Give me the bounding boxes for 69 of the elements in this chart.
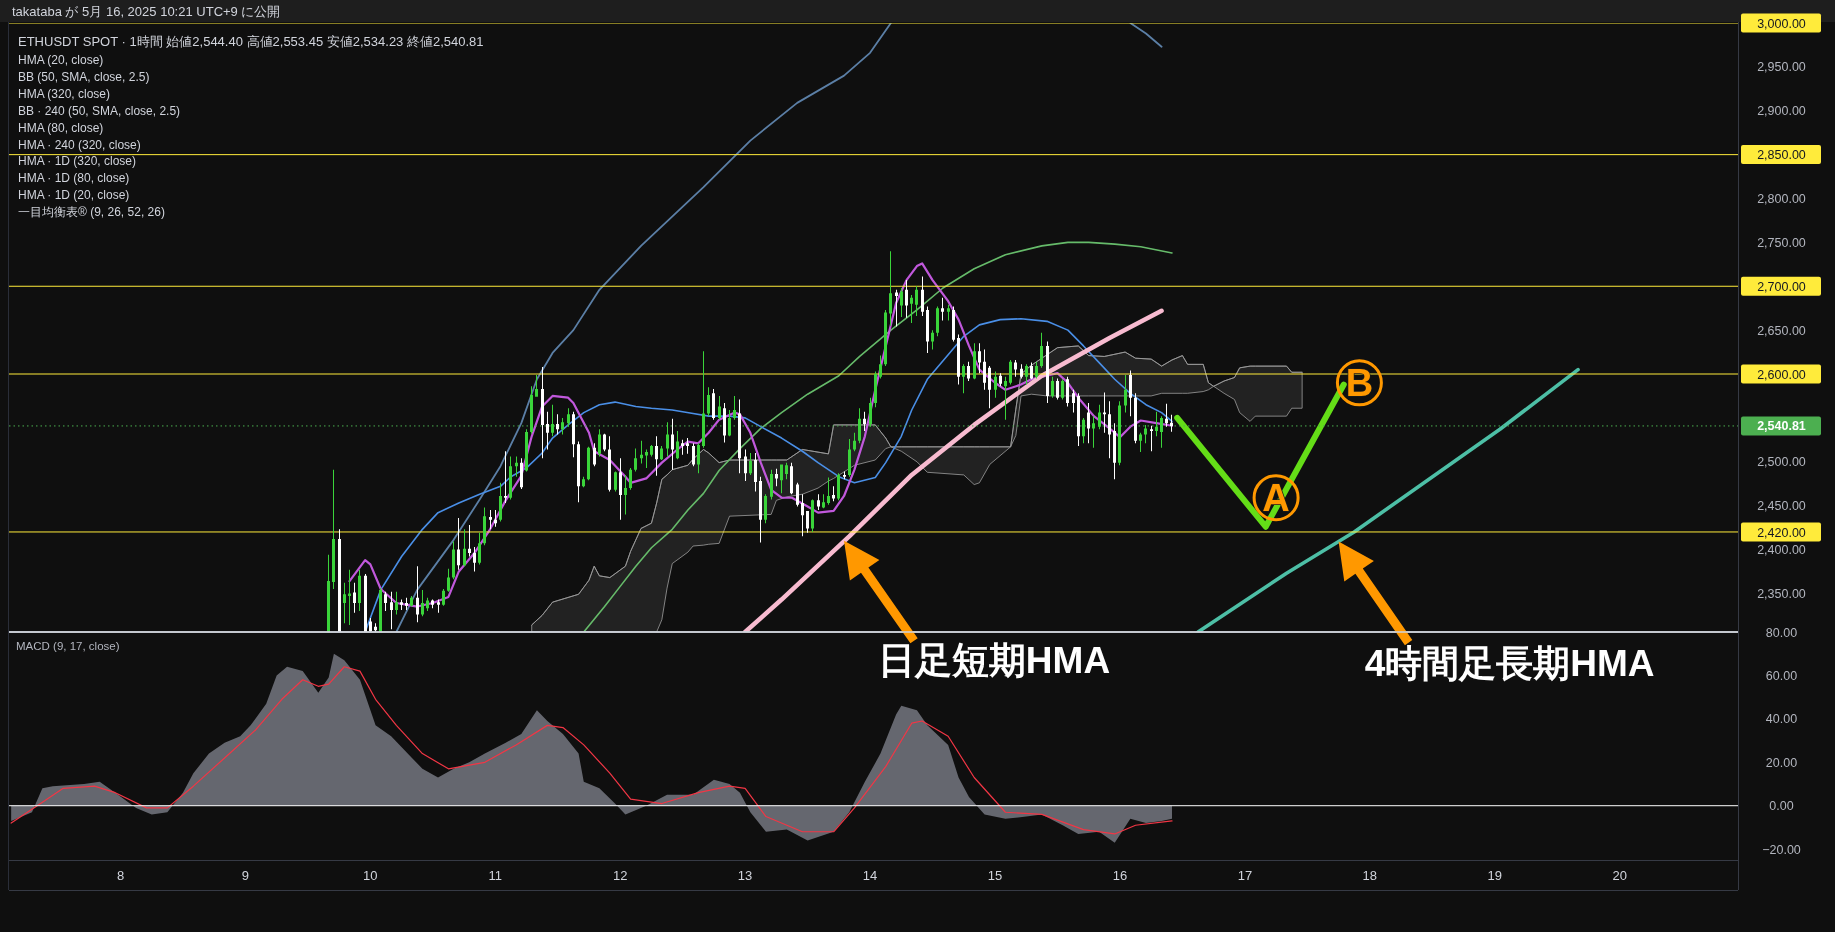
candlestick (832, 486, 835, 502)
line-series (582, 241, 1173, 632)
annotation: BB · 240 (50, SMA, close, 2.5) (18, 103, 181, 118)
ref-line-label: 2,540.81 (1757, 419, 1806, 434)
ref-line-label: 2,600.00 (1757, 367, 1806, 382)
candlestick (895, 289, 898, 327)
ref-line-label: 2,420.00 (1757, 525, 1806, 540)
x-tick-label: 12 (612, 868, 628, 883)
line-series (1196, 367, 1580, 632)
candlestick (437, 599, 440, 613)
candlestick (489, 510, 492, 530)
candlestick (405, 597, 408, 611)
annotation: HMA (20, close) (18, 53, 104, 67)
ref-line-label: 2,850.00 (1757, 148, 1806, 163)
candlestick (1103, 392, 1106, 433)
candlestick (1004, 376, 1007, 420)
annotation: HMA (320, close) (18, 86, 111, 101)
y-tick-label: 2,350.00 (1757, 586, 1806, 601)
y-tick-label: 20.00 (1765, 755, 1798, 770)
x-tick-label: 15 (987, 868, 1003, 883)
annotation: B (1345, 361, 1374, 404)
annotation: 日足短期HMA (877, 639, 1111, 681)
x-tick-label: 16 (1112, 868, 1128, 883)
candlestick (504, 451, 507, 503)
x-tick-label: 18 (1362, 868, 1378, 883)
annotation: BB (50, SMA, close, 2.5) (18, 69, 150, 84)
x-tick-label: 17 (1237, 868, 1253, 883)
candlestick (843, 471, 846, 480)
ref-line-label: 2,700.00 (1757, 279, 1806, 294)
y-tick-label: 2,500.00 (1757, 455, 1806, 470)
y-tick-label: 2,400.00 (1757, 543, 1806, 557)
candlestick (686, 438, 689, 454)
ref-line-label: 3,000.00 (1757, 16, 1806, 31)
y-tick-label: 80.00 (1765, 625, 1798, 640)
annotation: HMA · 240 (320, close) (18, 137, 141, 152)
y-tick-label: −20.00 (1762, 842, 1801, 857)
x-tick-label: 14 (862, 868, 878, 883)
y-tick-label: 40.00 (1765, 712, 1798, 727)
y-tick-label: 2,450.00 (1757, 499, 1806, 514)
annotation: HMA (80, close) (18, 120, 104, 135)
text: ETHUSDT SPOT · 1時間 始値2,544.40 高値2,553.45 安値2,534.23 終値2,540.81 (18, 34, 484, 49)
y-tick-label: 2,800.00 (1757, 192, 1806, 206)
x-tick-label: 9 (241, 868, 250, 883)
y-tick-label: 2,750.00 (1757, 235, 1806, 250)
annotation: HMA · 1D (20, close) (18, 188, 130, 203)
candlestick (645, 449, 648, 468)
y-tick-label: 2,650.00 (1757, 323, 1806, 338)
annotation: HMA · 1D (320, close) (18, 154, 137, 169)
candlestick (1150, 425, 1153, 452)
candlestick (941, 297, 944, 321)
line-series (742, 308, 1164, 632)
text: takataba が 5月 16, 2025 10:21 UTC+9 に公開 (12, 4, 281, 19)
annotation: HMA · 1D (80, close) (18, 171, 130, 186)
x-tick-label: 13 (737, 868, 753, 883)
y-tick-label: 2,900.00 (1757, 104, 1806, 119)
x-tick-label: 20 (1612, 868, 1627, 883)
x-tick-label: 10 (363, 868, 378, 883)
line-series (348, 262, 1174, 608)
annotation: 4時間足長期HMA (1364, 642, 1655, 684)
y-tick-label: 0.00 (1769, 799, 1794, 814)
x-tick-label: 11 (488, 868, 503, 883)
text: MACD (9, 17, close) (16, 640, 120, 652)
candlestick (681, 439, 684, 455)
candlestick (348, 569, 351, 625)
x-tick-label: 19 (1487, 868, 1502, 883)
y-tick-label: 60.00 (1765, 668, 1798, 683)
y-tick-label: 2,950.00 (1757, 60, 1806, 75)
annotation: 一目均衡表® (9, 26, 52, 26) (18, 205, 165, 220)
x-tick-label: 8 (116, 868, 125, 883)
